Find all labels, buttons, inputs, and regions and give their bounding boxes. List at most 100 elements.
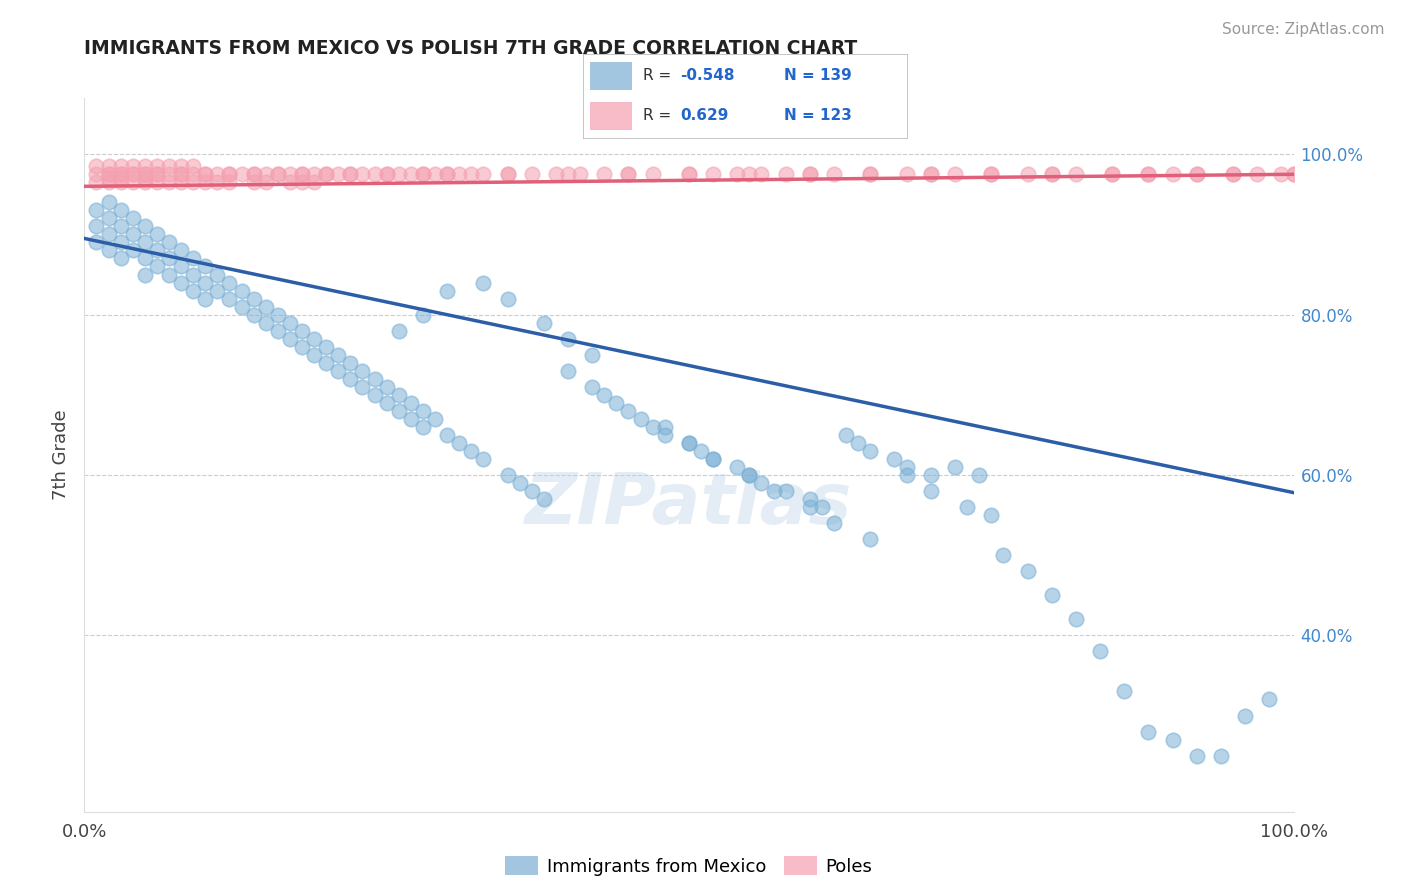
- Point: [883, 451, 905, 466]
- Point: [146, 260, 169, 274]
- Point: [775, 483, 797, 498]
- Point: [993, 548, 1015, 562]
- Point: [375, 167, 398, 181]
- Point: [121, 175, 143, 189]
- Point: [110, 235, 132, 250]
- Point: [242, 292, 264, 306]
- Point: [980, 167, 1002, 181]
- Point: [920, 167, 942, 181]
- Point: [352, 364, 374, 378]
- Point: [134, 167, 156, 181]
- Point: [605, 396, 627, 410]
- Point: [352, 167, 374, 181]
- Point: [363, 372, 385, 386]
- Point: [157, 167, 180, 181]
- Point: [581, 348, 603, 362]
- Point: [823, 167, 845, 181]
- Point: [134, 219, 156, 234]
- Point: [86, 203, 108, 218]
- Point: [328, 348, 350, 362]
- Point: [496, 292, 519, 306]
- Point: [242, 167, 264, 181]
- Point: [302, 175, 325, 189]
- Point: [509, 475, 531, 490]
- Point: [231, 284, 253, 298]
- Point: [170, 276, 193, 290]
- Point: [436, 167, 458, 181]
- Point: [97, 175, 120, 189]
- Point: [1282, 167, 1305, 181]
- Point: [823, 516, 845, 530]
- Point: [557, 332, 579, 346]
- Point: [775, 167, 797, 181]
- Point: [278, 332, 301, 346]
- Point: [956, 500, 979, 514]
- Point: [835, 428, 858, 442]
- Point: [218, 276, 240, 290]
- Point: [678, 436, 700, 450]
- Text: IMMIGRANTS FROM MEXICO VS POLISH 7TH GRADE CORRELATION CHART: IMMIGRANTS FROM MEXICO VS POLISH 7TH GRA…: [84, 39, 858, 58]
- Point: [449, 167, 471, 181]
- Point: [1185, 167, 1208, 181]
- Point: [121, 244, 143, 258]
- Point: [121, 167, 143, 181]
- Point: [1137, 167, 1160, 181]
- Point: [181, 175, 204, 189]
- Point: [315, 356, 337, 370]
- Point: [194, 175, 217, 189]
- Point: [472, 276, 495, 290]
- Text: R =: R =: [644, 69, 676, 84]
- Point: [436, 428, 458, 442]
- Point: [799, 491, 821, 506]
- Point: [97, 167, 120, 181]
- Point: [315, 167, 337, 181]
- Point: [121, 227, 143, 242]
- Point: [520, 167, 543, 181]
- Point: [267, 167, 290, 181]
- Point: [121, 167, 143, 181]
- Point: [254, 316, 277, 330]
- Point: [702, 167, 724, 181]
- Point: [1222, 167, 1244, 181]
- Point: [751, 167, 773, 181]
- Point: [460, 167, 482, 181]
- Point: [472, 167, 495, 181]
- Point: [738, 467, 761, 482]
- Point: [1017, 167, 1039, 181]
- Point: [980, 508, 1002, 522]
- Point: [1088, 644, 1111, 658]
- Point: [375, 380, 398, 394]
- Point: [654, 420, 676, 434]
- Point: [751, 475, 773, 490]
- Point: [1234, 708, 1257, 723]
- Point: [399, 412, 422, 426]
- Point: [412, 308, 434, 322]
- Point: [799, 167, 821, 181]
- Point: [725, 459, 748, 474]
- Point: [157, 159, 180, 173]
- Point: [267, 167, 290, 181]
- Point: [967, 467, 990, 482]
- Point: [449, 436, 471, 450]
- Point: [97, 195, 120, 210]
- Point: [520, 483, 543, 498]
- Point: [97, 171, 120, 186]
- Point: [110, 203, 132, 218]
- Point: [617, 404, 640, 418]
- Point: [134, 252, 156, 266]
- Point: [110, 159, 132, 173]
- Point: [569, 167, 592, 181]
- Point: [980, 167, 1002, 181]
- Point: [375, 167, 398, 181]
- Point: [194, 292, 217, 306]
- Point: [121, 159, 143, 173]
- Point: [1222, 167, 1244, 181]
- Point: [593, 388, 616, 402]
- Point: [218, 167, 240, 181]
- Point: [315, 167, 337, 181]
- Point: [110, 167, 132, 181]
- Bar: [591, 62, 633, 90]
- Point: [738, 467, 761, 482]
- Point: [146, 175, 169, 189]
- Point: [157, 235, 180, 250]
